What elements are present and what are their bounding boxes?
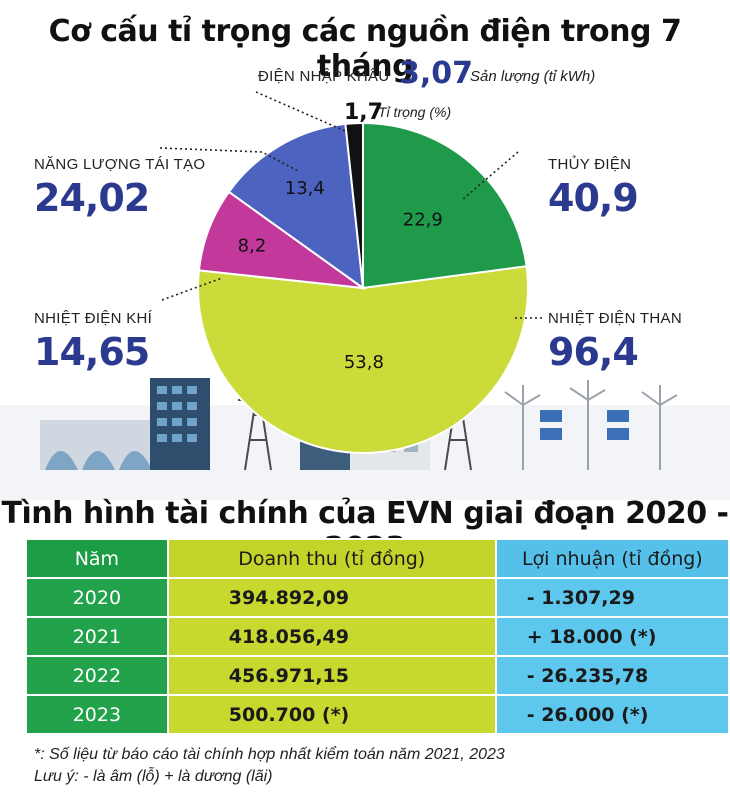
table-row: 2022 456.971,15 - 26.235,78	[25, 655, 730, 696]
legend-share-label: Tỉ trọng (%)	[378, 104, 452, 120]
leader-lines	[159, 91, 542, 319]
hydro-label: THỦY ĐIỆN	[548, 156, 632, 173]
header-profit: Lợi nhuận (tỉ đồng)	[494, 538, 730, 579]
renewable-label: NĂNG LƯỢNG TÁI TẠO	[34, 156, 206, 173]
table-header-row: Năm Doanh thu (tỉ đồng) Lợi nhuận (tỉ đồ…	[25, 538, 730, 579]
imported-power-label: ĐIỆN NHẬP KHẨU	[258, 68, 390, 85]
cell-profit: - 26.000 (*)	[494, 694, 730, 735]
header-revenue: Doanh thu (tỉ đồng)	[166, 538, 497, 579]
hydro-output: 40,9	[548, 176, 639, 220]
pie-slice-coal	[197, 265, 529, 454]
footnote-source: *: Số liệu từ báo cáo tài chính hợp nhất…	[34, 746, 505, 763]
table-title: Tình hình tài chính của EVN giai đoạn 20…	[1, 496, 729, 566]
legend-share-value: 1,7	[344, 100, 383, 125]
cell-year: 2021	[25, 616, 169, 657]
table-row: 2021 418.056,49 + 18.000 (*)	[25, 616, 730, 657]
slice-label-renewable: 13,4	[285, 178, 325, 199]
cell-profit: - 1.307,29	[494, 577, 730, 618]
cell-year: 2020	[25, 577, 169, 618]
cell-year: 2023	[25, 694, 169, 735]
cell-year: 2022	[25, 655, 169, 696]
header-year: Năm	[25, 538, 169, 579]
gas-label: NHIỆT ĐIỆN KHÍ	[34, 310, 153, 327]
legend-output-value: 3,07	[399, 56, 474, 91]
cell-profit: + 18.000 (*)	[494, 616, 730, 657]
slice-label-gas: 8,2	[238, 236, 267, 257]
legend-output-label: Sản lượng (tỉ kWh)	[470, 68, 596, 85]
coal-label: NHIỆT ĐIỆN THAN	[548, 310, 682, 327]
cell-revenue: 394.892,09	[166, 577, 497, 618]
cell-revenue: 500.700 (*)	[166, 694, 497, 735]
slice-label-coal: 53,8	[344, 352, 384, 373]
renewable-output: 24,02	[34, 176, 150, 220]
pie-slices	[197, 121, 529, 454]
gas-output: 14,65	[34, 330, 150, 374]
pie-slice-import	[344, 121, 364, 289]
table-row: 2023 500.700 (*) - 26.000 (*)	[25, 694, 730, 735]
pie-slice-labels: 22,9 53,8 8,2 13,4	[238, 178, 443, 373]
chart-title: Cơ cấu tỉ trọng các nguồn điện trong 7 t…	[48, 14, 682, 84]
cell-revenue: 456.971,15	[166, 655, 497, 696]
footnote-sign: Lưu ý: - là âm (lỗ) + là dương (lãi)	[34, 768, 273, 785]
cell-profit: - 26.235,78	[494, 655, 730, 696]
slice-label-hydro: 22,9	[403, 210, 443, 231]
table-row: 2020 394.892,09 - 1.307,29	[25, 577, 730, 618]
pie-slice-renewable	[227, 122, 365, 291]
pie-slice-hydro	[362, 121, 528, 290]
coal-output: 96,4	[548, 330, 639, 374]
financial-table: Năm Doanh thu (tỉ đồng) Lợi nhuận (tỉ đồ…	[25, 538, 730, 735]
cell-revenue: 418.056,49	[166, 616, 497, 657]
pie-chart: 22,9 53,8 8,2 13,4	[0, 91, 730, 500]
